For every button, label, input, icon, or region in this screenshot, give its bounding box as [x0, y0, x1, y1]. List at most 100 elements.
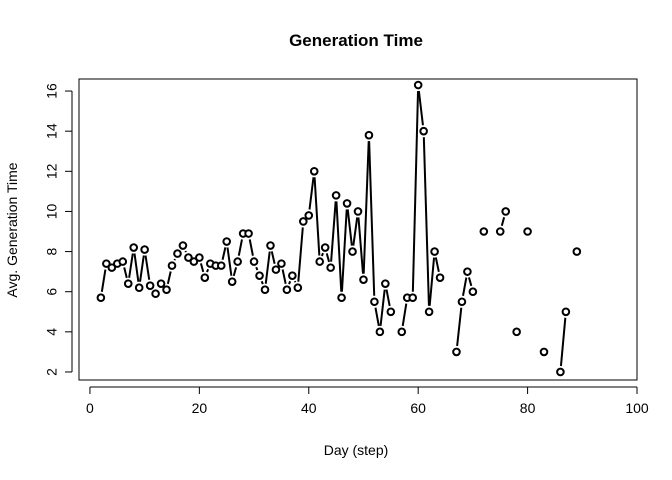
series-points — [96, 80, 582, 377]
x-tick-label: 0 — [86, 400, 94, 416]
data-point — [370, 297, 379, 307]
data-point — [151, 289, 160, 299]
x-tick-label: 20 — [192, 400, 208, 416]
series-segment — [340, 209, 348, 292]
x-axis: 0 20 40 60 80 100 — [86, 386, 649, 416]
data-point — [134, 283, 144, 292]
data-point — [430, 247, 439, 256]
series-segment — [264, 251, 271, 284]
data-point — [381, 279, 390, 288]
y-axis-label: Avg. Generation Time — [4, 162, 20, 297]
series-segment — [260, 280, 264, 285]
data-point — [386, 307, 396, 317]
series-segment — [325, 253, 331, 263]
series-segment — [320, 252, 324, 257]
data-point — [222, 237, 232, 246]
series-lines — [100, 90, 567, 367]
x-axis-label: Day (step) — [324, 442, 389, 458]
data-point — [539, 347, 549, 357]
series-segment — [559, 317, 567, 367]
data-point — [468, 287, 478, 297]
series-segment — [308, 177, 315, 210]
data-point — [118, 257, 128, 266]
data-point — [512, 327, 521, 337]
series-segment — [374, 307, 380, 327]
data-point — [495, 227, 505, 236]
series-segment — [232, 267, 238, 277]
data-point — [463, 267, 472, 276]
data-point — [123, 279, 133, 288]
series-segment — [346, 209, 353, 246]
series-segment — [206, 268, 210, 273]
series-segment — [385, 289, 391, 307]
y-tick-label: 2 — [44, 368, 60, 376]
series-segment — [401, 303, 408, 327]
data-point — [184, 253, 193, 262]
x-tick-label: 80 — [520, 400, 536, 416]
data-point — [408, 293, 418, 303]
series-segment — [379, 289, 386, 326]
data-point — [282, 285, 292, 295]
data-point — [200, 273, 210, 282]
data-point — [424, 307, 434, 317]
x-tick-label: 100 — [625, 400, 649, 416]
data-point — [293, 283, 303, 292]
series-segment — [500, 216, 506, 226]
series-segment — [128, 253, 134, 278]
data-point — [255, 271, 264, 280]
data-point — [337, 293, 346, 303]
y-tick-label: 10 — [44, 203, 60, 219]
data-point — [167, 261, 177, 270]
data-point — [216, 261, 226, 270]
data-point — [260, 285, 270, 295]
data-point — [244, 229, 253, 238]
series-segment — [288, 280, 292, 285]
data-point — [320, 243, 330, 252]
series-segment — [281, 269, 287, 285]
data-point — [298, 217, 308, 226]
data-point — [561, 307, 571, 317]
data-point — [342, 199, 352, 208]
series-segment — [248, 239, 254, 256]
data-point — [96, 293, 106, 303]
data-point — [419, 126, 428, 136]
data-point — [435, 273, 445, 282]
data-point — [304, 211, 314, 220]
data-point — [501, 207, 511, 216]
data-point — [266, 241, 275, 250]
y-tick-label: 12 — [44, 163, 60, 179]
data-point — [353, 207, 363, 216]
series-segment — [362, 141, 370, 274]
data-point — [523, 227, 532, 236]
data-point — [326, 263, 335, 272]
data-point — [359, 275, 368, 284]
data-point — [457, 297, 467, 307]
series-segment — [357, 217, 364, 274]
y-tick-label: 16 — [44, 83, 60, 99]
data-point — [309, 167, 319, 176]
y-axis: 2 4 6 8 10 12 14 16 — [44, 83, 73, 376]
series-segment — [123, 267, 128, 279]
series-segment — [139, 255, 145, 282]
data-point — [249, 257, 259, 266]
data-point — [195, 253, 204, 262]
series-segment — [434, 257, 440, 272]
series-segment — [297, 227, 304, 282]
series-segment — [199, 263, 205, 273]
data-point — [162, 285, 171, 295]
data-point — [288, 271, 297, 280]
series-segment — [237, 239, 243, 256]
x-tick-label: 60 — [410, 400, 426, 416]
series-segment — [184, 250, 187, 253]
series-segment — [293, 280, 297, 283]
series-segment — [422, 137, 430, 306]
data-point — [145, 281, 155, 290]
data-point — [107, 263, 117, 272]
y-tick-label: 6 — [44, 288, 60, 296]
data-point — [452, 347, 461, 357]
data-point — [227, 277, 237, 286]
data-point — [271, 265, 281, 274]
y-tick-label: 14 — [44, 123, 60, 139]
data-point — [277, 259, 286, 268]
